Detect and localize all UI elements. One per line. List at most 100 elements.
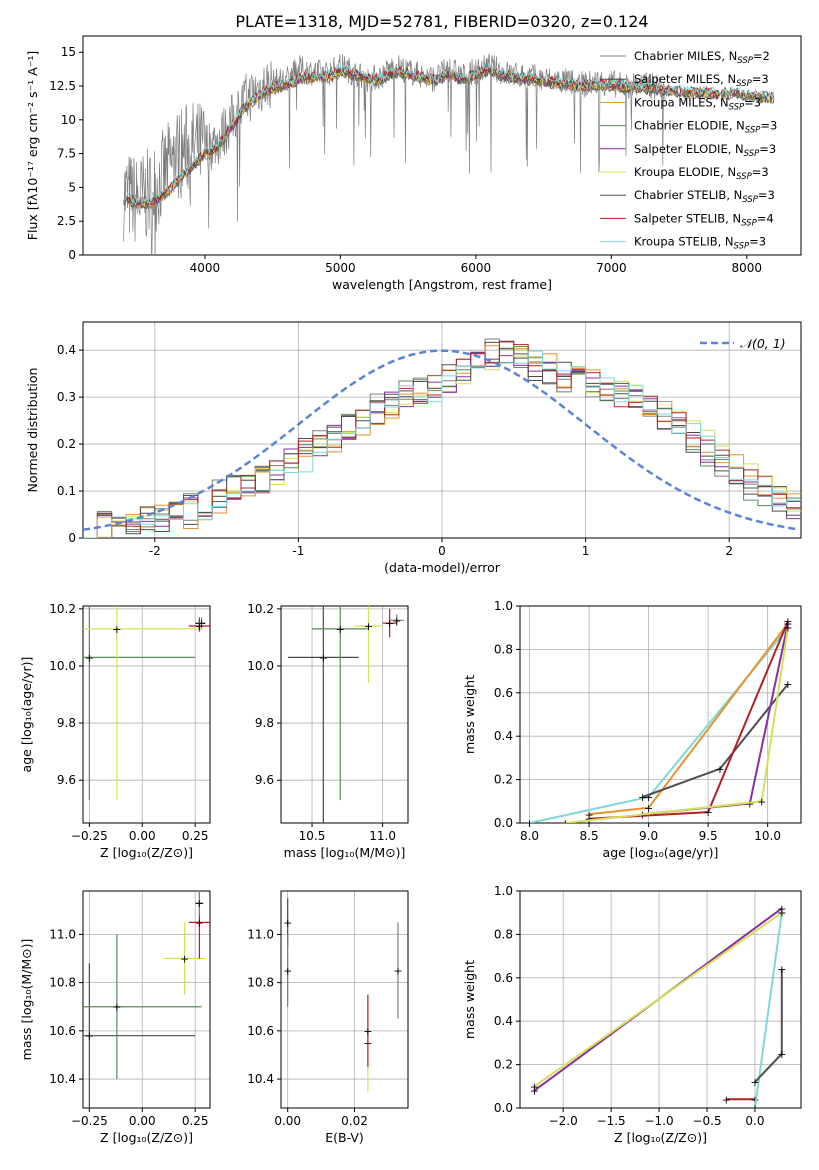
legend-entry: Salpeter MILES, NSSP=3 bbox=[634, 72, 769, 89]
residual-histogram bbox=[83, 350, 801, 538]
x-tick-label: 10.5 bbox=[299, 829, 326, 843]
x-tick-label: 5000 bbox=[325, 261, 356, 275]
y-tick-label: 9.6 bbox=[57, 773, 76, 787]
data-point: + bbox=[750, 1076, 759, 1089]
legend-entry: Salpeter STELIB, NSSP=4 bbox=[634, 211, 774, 228]
axes-frame bbox=[82, 35, 802, 256]
y-tick-label: 0.3 bbox=[57, 390, 76, 404]
axes-frame bbox=[519, 890, 802, 1109]
y-axis-label: Normed distribution bbox=[25, 368, 40, 493]
data-point: + bbox=[85, 651, 94, 664]
y-tick-label: 10.6 bbox=[49, 1024, 76, 1038]
normal-curve bbox=[83, 349, 799, 532]
data-point: + bbox=[364, 620, 373, 633]
y-tick-label: 10.0 bbox=[247, 659, 274, 673]
axes-frame bbox=[280, 890, 409, 1109]
figure-title: PLATE=1318, MJD=52781, FIBERID=0320, z=0… bbox=[235, 12, 648, 31]
y-tick-label: 2.5 bbox=[57, 214, 76, 228]
data-point: + bbox=[561, 817, 570, 830]
y-tick-label: 1.0 bbox=[494, 599, 513, 613]
x-tick-label: 0.02 bbox=[341, 1114, 368, 1128]
y-axis-label: Flux [fλ10⁻¹⁷ erg cm⁻² s⁻¹ A⁻¹] bbox=[25, 51, 40, 240]
y-tick-label: 0.4 bbox=[494, 729, 513, 743]
y-tick-label: 0.0 bbox=[494, 1101, 513, 1115]
data-point: + bbox=[530, 1085, 539, 1098]
data-point: + bbox=[195, 897, 204, 910]
spectrum-lines bbox=[123, 53, 775, 255]
x-axis-label: wavelength [Angstrom, rest frame] bbox=[332, 277, 552, 292]
axes-frame bbox=[82, 605, 211, 824]
legend-entry: Kroupa ELODIE, NSSP=3 bbox=[634, 165, 769, 182]
data-point: + bbox=[393, 965, 402, 978]
y-tick-label: 7.5 bbox=[57, 147, 76, 161]
x-axis-label: E(B-V) bbox=[325, 1130, 364, 1145]
age-vs-Z-points: +++++ bbox=[83, 606, 210, 801]
mass-weight-line bbox=[754, 912, 783, 1108]
y-axis-label: age [log₁₀(age/yr)] bbox=[19, 657, 34, 773]
y-tick-label: 0.2 bbox=[494, 773, 513, 787]
x-tick-label: −0.25 bbox=[71, 1114, 108, 1128]
y-tick-label: 0.2 bbox=[494, 1058, 513, 1072]
y-tick-label: 10.4 bbox=[247, 1072, 274, 1086]
legend-entry: Chabrier ELODIE, NSSP=3 bbox=[634, 119, 777, 136]
data-point: + bbox=[757, 795, 766, 808]
mass-vs-Z-panel: −0.25 0.00 0.25 10.4 10.6 10.8 11.0 Z [log₁₀(Z/… bbox=[19, 890, 211, 1145]
legend-entry: Chabrier STELIB, NSSP=3 bbox=[634, 188, 775, 205]
massweight-vs-Z-panel: −2.0 −1.5 −1.0 −0.5 0.0 0.0 0.2 0.4 0.6 0.8 1.0 Z [… bbox=[462, 884, 802, 1145]
residuals-panel: -2 -1 0 1 2 0 0.1 0.2 0.3 0.4 (data-model)/error No… bbox=[25, 321, 802, 575]
mass-vs-Z-points: + + + + + bbox=[83, 891, 210, 1108]
y-axis-label: mass [log₁₀(M/M⊙)] bbox=[19, 939, 34, 1061]
data-point: + bbox=[644, 791, 653, 804]
x-tick-label: -1 bbox=[292, 544, 304, 558]
data-point: + bbox=[336, 623, 345, 636]
data-point: + bbox=[283, 965, 292, 978]
data-point: + bbox=[715, 763, 724, 776]
spectrum-legend: Chabrier MILES, NSSP=2 Salpeter MILES, NS… bbox=[600, 49, 777, 252]
data-point: + bbox=[704, 806, 713, 819]
data-point: + bbox=[112, 623, 121, 636]
x-tick-label: −0.25 bbox=[71, 829, 108, 843]
y-tick-label: 0.4 bbox=[57, 343, 76, 357]
y-tick-label: 10.8 bbox=[49, 976, 76, 990]
y-tick-label: 10.8 bbox=[247, 976, 274, 990]
data-point: + bbox=[783, 622, 792, 635]
data-point: + bbox=[385, 617, 394, 630]
x-tick-label: 1 bbox=[582, 544, 590, 558]
x-tick-label: −0.5 bbox=[692, 1114, 721, 1128]
data-point: + bbox=[319, 651, 328, 664]
x-tick-label: 2 bbox=[725, 544, 733, 558]
y-tick-label: 10 bbox=[61, 113, 76, 127]
y-tick-label: 11.0 bbox=[247, 927, 274, 941]
y-tick-label: 0 bbox=[68, 248, 76, 262]
data-point: + bbox=[783, 617, 792, 630]
mass-weight-line bbox=[565, 627, 789, 823]
x-axis-label: Z [log₁₀(Z/Z⊙)] bbox=[100, 1130, 193, 1145]
y-tick-label: 10.4 bbox=[49, 1072, 76, 1086]
spectrum-panel: 4000 5000 6000 7000 8000 0 2.5 5 7.5 10 12.5 15 wave… bbox=[25, 35, 802, 292]
data-point: + bbox=[644, 802, 653, 815]
x-tick-label: 8.5 bbox=[580, 829, 599, 843]
data-point: + bbox=[777, 907, 786, 920]
y-tick-label: 10.6 bbox=[247, 1024, 274, 1038]
data-point: + bbox=[195, 620, 204, 633]
spectrum-model-line bbox=[123, 61, 775, 206]
x-tick-label: 10.0 bbox=[754, 829, 781, 843]
y-tick-label: 9.8 bbox=[255, 716, 274, 730]
y-tick-label: 0.8 bbox=[494, 927, 513, 941]
x-tick-label: 8000 bbox=[732, 261, 763, 275]
massweight-vs-age-lines: ++++++++++++++++++ bbox=[525, 615, 793, 830]
mass-weight-line bbox=[642, 683, 789, 798]
y-tick-label: 0.0 bbox=[494, 816, 513, 830]
x-tick-label: 4000 bbox=[190, 261, 221, 275]
x-axis-label: mass [log₁₀(M/M⊙)] bbox=[284, 845, 406, 860]
legend-entry: Kroupa MILES, NSSP=3 bbox=[634, 95, 761, 112]
y-tick-label: 0.6 bbox=[494, 971, 513, 985]
y-tick-label: 11.0 bbox=[49, 927, 76, 941]
data-point: + bbox=[392, 614, 401, 627]
data-point: + bbox=[195, 916, 204, 929]
y-tick-label: 0.6 bbox=[494, 686, 513, 700]
data-point: + bbox=[783, 678, 792, 691]
age-vs-Z-panel: −0.25 0.00 0.25 9.6 9.8 10.0 10.2 Z [log₁₀(Z/Z⊙… bbox=[19, 602, 211, 860]
mass-vs-EBV-points: +++++ bbox=[283, 898, 403, 1092]
